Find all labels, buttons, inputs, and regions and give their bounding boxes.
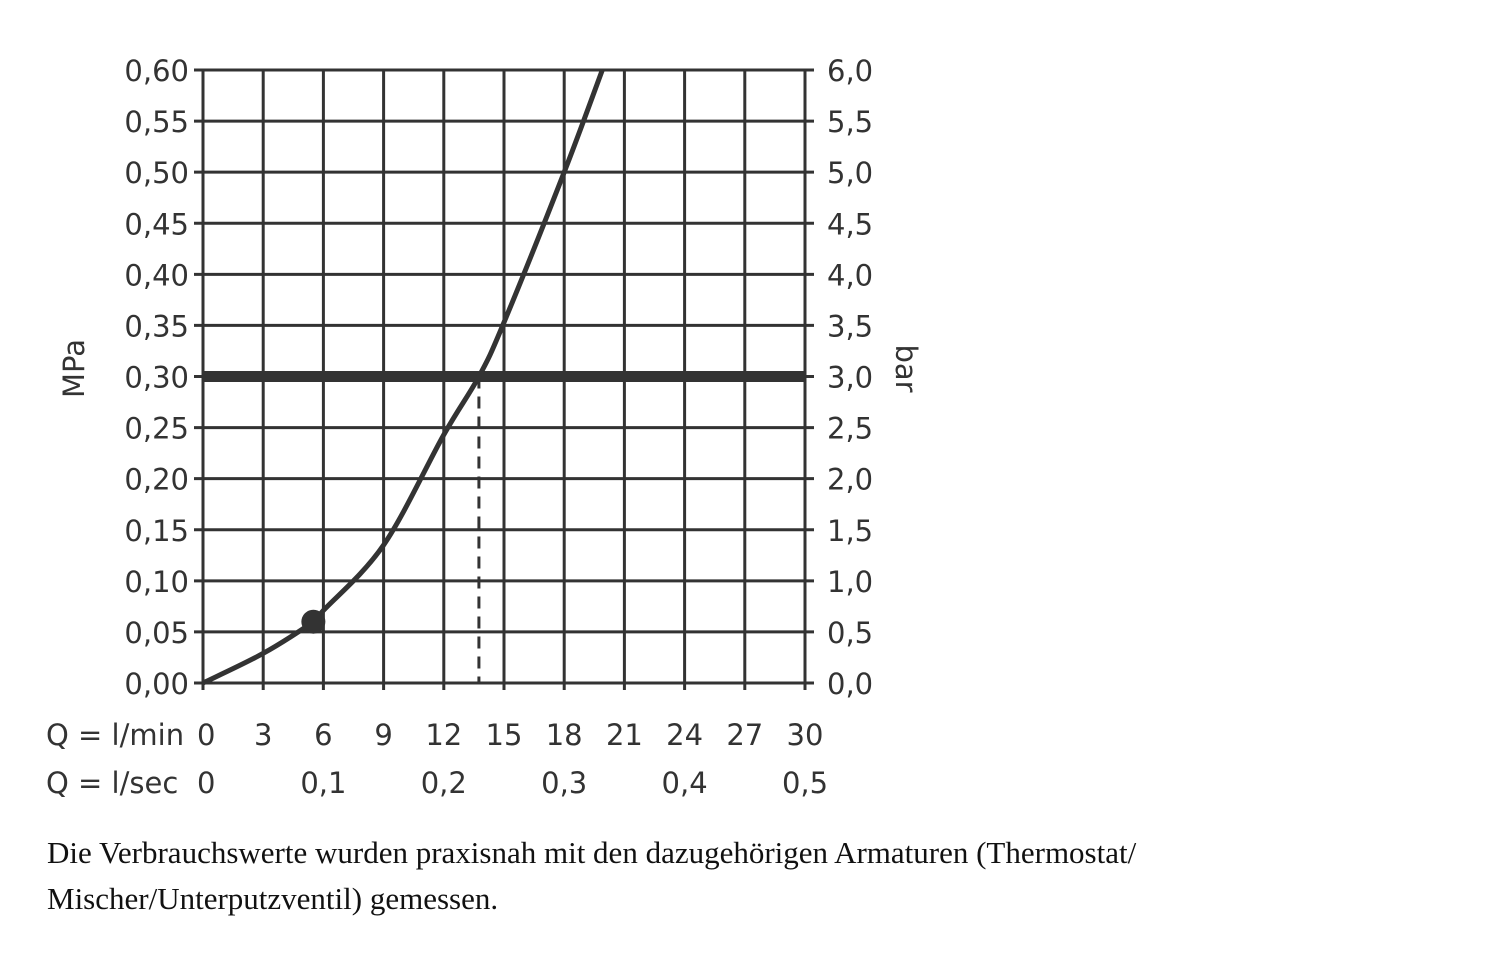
y-left-tick-label: 0,00 [124,667,189,701]
x-tick-label: 0,4 [662,766,708,800]
x-tick-label: 6 [314,718,332,752]
x-tick-label: 21 [606,718,643,752]
y-left-tick-label: 0,05 [124,616,189,650]
y-left-tick-label: 0,20 [124,463,189,497]
y-right-tick-label: 4,5 [827,207,873,241]
y-right-tick-label: 5,0 [827,156,873,190]
y-left-tick-label: 0,60 [124,54,189,88]
x-tick-label: 18 [546,718,583,752]
x-tick-label: 30 [787,718,824,752]
y-left-tick-label: 0,25 [124,412,189,446]
x-tick-label: 0,1 [300,766,346,800]
marker-point [301,609,326,634]
x-tick-label: 9 [374,718,392,752]
y-right-tick-label: 3,0 [827,361,873,395]
x-tick-label: 0 [197,766,215,800]
y-right-tick-label: 1,5 [827,514,873,548]
x-tick-label: 0 [197,718,215,752]
x-tick-label: 3 [254,718,272,752]
x-tick-label: 27 [726,718,763,752]
y-left-tick-label: 0,10 [124,565,189,599]
y-left-tick-label: 0,15 [124,514,189,548]
y-right-axis-label: bar [889,344,923,392]
y-right-tick-label: 2,0 [827,463,873,497]
x-axis-label: Q = l/min [46,718,184,752]
y-right-tick-label: 2,5 [827,412,873,446]
y-right-tick-label: 6,0 [827,54,873,88]
x-tick-label: 0,5 [782,766,828,800]
y-right-tick-label: 4,0 [827,258,873,292]
y-left-tick-label: 0,45 [124,207,189,241]
y-right-tick-label: 0,5 [827,616,873,650]
y-right-tick-label: 1,0 [827,565,873,599]
x-tick-label: 15 [486,718,523,752]
y-left-axis-label: MPa [57,339,91,398]
x-axis-label: Q = l/sec [46,766,178,800]
x-tick-label: 0,2 [421,766,467,800]
flow-pressure-chart: 0,00 0,00,05 0,50,10 1,00,15 1,50,20 2,00,25 2… [46,54,923,800]
y-left-tick-label: 0,30 [124,361,189,395]
x-tick-label: 24 [666,718,703,752]
x-tick-label: 12 [425,718,462,752]
caption: Die Verbrauchswerte wurden praxisnah mit… [47,835,1137,916]
x-tick-label: 0,3 [541,766,587,800]
y-left-tick-label: 0,50 [124,156,189,190]
y-left-tick-label: 0,35 [124,309,189,343]
y-right-tick-label: 0,0 [827,667,873,701]
y-right-tick-label: 5,5 [827,105,873,139]
y-right-tick-label: 3,5 [827,309,873,343]
y-left-tick-label: 0,40 [124,258,189,292]
series-curve [201,69,605,686]
y-left-tick-label: 0,55 [124,105,189,139]
